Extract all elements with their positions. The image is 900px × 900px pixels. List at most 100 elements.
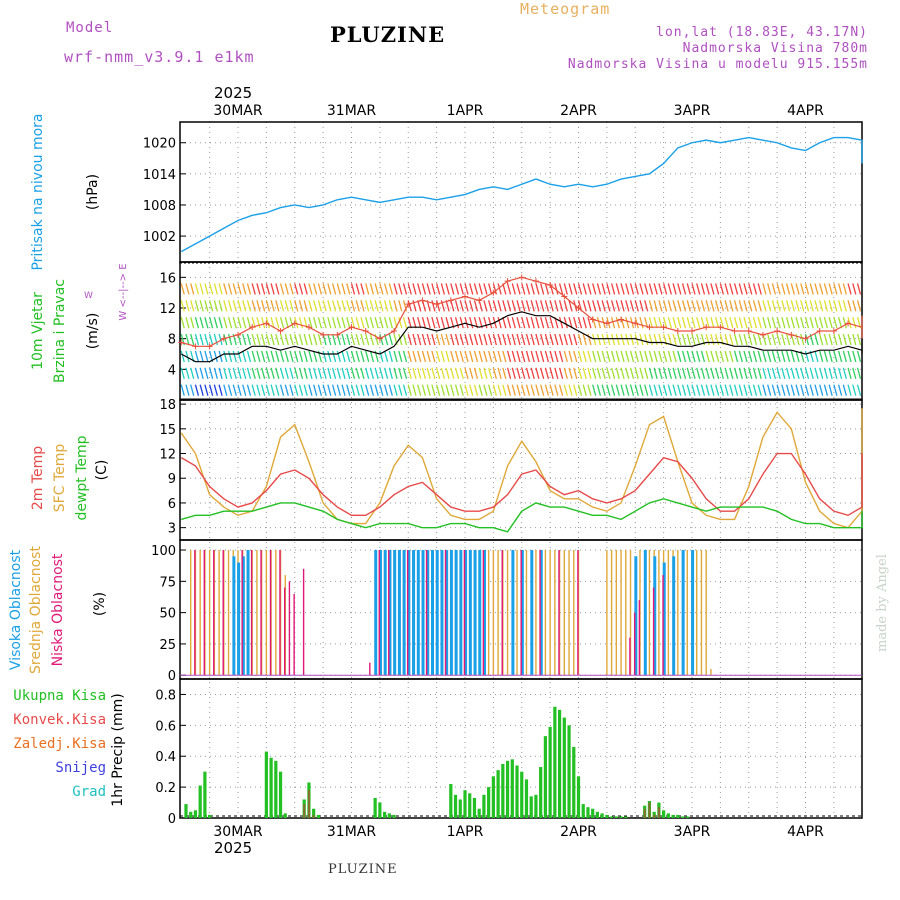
wind-barb (691, 317, 696, 329)
wind-barb (525, 317, 531, 329)
wind-barb (610, 350, 616, 363)
wind-barb (459, 333, 464, 346)
wind-barb (459, 350, 464, 363)
wind-barb (686, 384, 691, 396)
wind-barb (785, 384, 791, 396)
cloud-bar (444, 550, 447, 676)
wind-barb (771, 300, 777, 312)
wind-barb (445, 384, 450, 396)
precip-bar (312, 808, 316, 818)
gust-marker (433, 301, 440, 308)
wind-barb (445, 300, 450, 312)
wind-barb (776, 333, 781, 346)
wind-barb (549, 300, 554, 312)
wind-barb (592, 384, 597, 396)
wind-barb (795, 350, 800, 363)
precip-bar (373, 797, 377, 818)
wind-barb (658, 317, 663, 329)
wind-barb (454, 350, 460, 363)
wind-barb (355, 384, 360, 396)
ytick-label: 12 (159, 302, 176, 317)
cloud-bar (638, 600, 641, 676)
wind-barb (194, 283, 200, 295)
wind-barb (279, 283, 285, 295)
wind-barb (715, 384, 720, 396)
wind-barb (814, 333, 819, 346)
wind-barb (256, 300, 261, 312)
wind-barb (360, 350, 365, 363)
wind-barb (662, 300, 668, 312)
wind-barb (809, 317, 814, 329)
wind-barb (568, 300, 573, 312)
wind-barb (521, 333, 526, 346)
wind-barb (308, 283, 313, 295)
wind-barb (610, 367, 616, 379)
wind-barb (464, 317, 469, 329)
wind-barb (606, 384, 611, 396)
precip-bar (193, 810, 198, 818)
wind-barb (771, 384, 777, 396)
cloud-bar (610, 550, 613, 676)
wind-barb (232, 367, 237, 379)
wind-barb (251, 367, 256, 379)
wind-barb (577, 367, 583, 379)
wind-barb (715, 283, 720, 295)
wind-barb (757, 333, 762, 346)
wind-barb (639, 367, 644, 379)
wind-barb (582, 333, 587, 346)
wind-barb (573, 283, 578, 295)
cloud-bar (573, 550, 575, 676)
wind-barb (511, 367, 516, 379)
cloud-bar (568, 550, 570, 676)
wind-barb (199, 317, 204, 329)
precip-legend-item: Konvek.Kisa (13, 712, 106, 728)
gust-marker (305, 324, 312, 331)
wind-barb (516, 283, 521, 295)
wind-barb (440, 367, 445, 379)
wind-barb (677, 317, 682, 329)
wind-barb (781, 367, 786, 379)
wind-barb (577, 283, 583, 295)
wind-barb (677, 350, 682, 363)
wind-barb (743, 300, 748, 312)
wind-barb (284, 333, 289, 346)
wind-barb (800, 367, 805, 379)
ytick-label: 25 (159, 638, 176, 653)
wind-barb (672, 317, 677, 329)
wind-barb (199, 333, 204, 346)
wind-barb (549, 317, 554, 329)
wind-barb (847, 317, 852, 329)
precip-bar (468, 793, 472, 818)
wind-barb (540, 384, 545, 396)
wind-barb (625, 333, 630, 346)
wind-barb (492, 300, 498, 312)
wind-barb (426, 317, 431, 329)
cloud-bar (686, 550, 688, 676)
wind-barb (393, 384, 398, 396)
wind-barb (785, 283, 791, 295)
gust-marker (504, 278, 511, 285)
model-value: wrf-nmm_v3.9.1 e1km (64, 48, 255, 66)
precip-bar (557, 709, 562, 818)
cloud-bar (190, 550, 192, 676)
wind-barb (733, 283, 739, 295)
wind-barb (771, 350, 777, 363)
wind-barb (535, 300, 540, 312)
wind-barb (596, 384, 602, 396)
cloud-bar (199, 550, 201, 676)
wind-barb (488, 367, 493, 379)
wind-barb (752, 283, 758, 295)
wind-barb (842, 300, 847, 312)
wind-barb (506, 300, 512, 312)
wind-barb (450, 384, 455, 396)
cloud-bar (539, 550, 541, 676)
wind-barb (488, 384, 493, 396)
temp-axis-title-2m: 2m Temp (30, 446, 46, 510)
cloud-bar (549, 550, 551, 676)
wind-barb (308, 300, 313, 312)
wind-barb (265, 300, 271, 312)
wind-barb (833, 367, 838, 379)
cloud-bar (625, 550, 627, 676)
wind-barb (194, 384, 200, 396)
wind-barb (615, 384, 620, 396)
